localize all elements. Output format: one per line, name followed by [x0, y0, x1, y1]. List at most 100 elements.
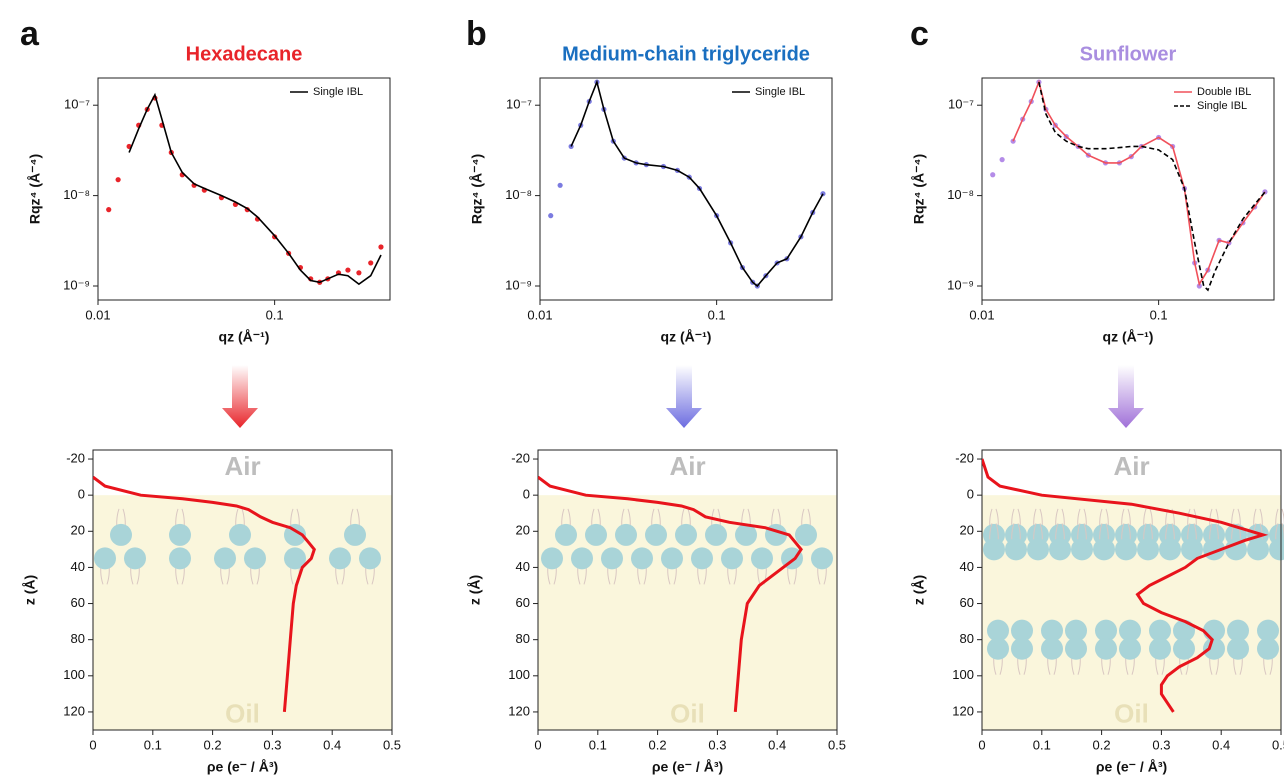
- x-tick-label: 0.1: [1033, 737, 1051, 752]
- x-tick-label: 0.5: [1272, 737, 1284, 752]
- data-point: [345, 267, 351, 273]
- lipid-head: [735, 523, 757, 546]
- x-tick-label: 0: [89, 737, 96, 752]
- lipid-head: [1227, 619, 1249, 642]
- y-tick-label: 0: [523, 487, 530, 502]
- data-point: [378, 244, 384, 250]
- x-tick-label: 0.3: [708, 737, 726, 752]
- y-tick-label: 0: [967, 487, 974, 502]
- lipid-head: [615, 523, 637, 546]
- data-point: [1196, 283, 1202, 289]
- lipid-head: [214, 547, 236, 570]
- y-tick-label: -20: [66, 450, 85, 465]
- data-line: [128, 92, 382, 286]
- y-tick-label: 20: [71, 523, 85, 538]
- y-tick-label: 10⁻⁷: [506, 97, 532, 112]
- x-tick-label: 0.1: [708, 307, 726, 322]
- y-tick-label: 10⁻⁸: [63, 187, 90, 202]
- lipid-head: [601, 547, 623, 570]
- y-tick-label: 80: [71, 631, 85, 646]
- lipid-head: [631, 547, 653, 570]
- arrow: [1108, 365, 1144, 428]
- x-tick-label: 0.1: [144, 737, 162, 752]
- legend-label: Double IBL: [1197, 86, 1251, 98]
- lipid-head: [691, 547, 713, 570]
- data-line: [93, 475, 316, 713]
- y-tick-label: 120: [63, 703, 85, 718]
- lipid-head: [1159, 538, 1181, 561]
- data-line: [570, 79, 824, 288]
- lipid-head: [1181, 538, 1203, 561]
- lipid-head: [1095, 619, 1117, 642]
- data-point: [356, 270, 362, 276]
- x-tick-label: 0.4: [1212, 737, 1230, 752]
- x-axis-label: qz (Å⁻¹): [661, 329, 712, 345]
- y-axis-label: Rqz⁴ (Å⁻⁴): [27, 154, 43, 224]
- y-tick-label: 120: [508, 703, 530, 718]
- panel: 0.01 0.1 10⁻⁹ 10⁻⁸ 10⁻⁷ qz (Å⁻¹) Rqz⁴ (Å⁻⁴) b Me…: [466, 15, 833, 345]
- lipid-head: [1041, 637, 1063, 660]
- y-tick-label: 120: [952, 703, 974, 718]
- plot-frame: [92, 449, 393, 731]
- lipid-head: [284, 547, 306, 570]
- arrow: [666, 365, 702, 428]
- lipid-head: [987, 619, 1009, 642]
- x-axis-label: ρe (e⁻ / Å³): [652, 759, 723, 775]
- data-line: [1012, 79, 1266, 287]
- x-tick-label: 0: [978, 737, 985, 752]
- lipid-head: [1247, 538, 1269, 561]
- chart-title: Sunflower: [1080, 43, 1177, 65]
- y-axis-label: Rqz⁴ (Å⁻⁴): [469, 154, 485, 224]
- x-axis-label: ρe (e⁻ / Å³): [1096, 759, 1167, 775]
- data-point: [999, 157, 1005, 163]
- lipid-head: [675, 523, 697, 546]
- lipid-head: [541, 547, 563, 570]
- y-tick-label: 0: [78, 487, 85, 502]
- lipid-head: [1149, 619, 1171, 642]
- lipid-head: [571, 547, 593, 570]
- x-tick-label: 0.2: [1093, 737, 1111, 752]
- lipid-head: [645, 523, 667, 546]
- y-tick-label: 60: [516, 595, 530, 610]
- panel-letter: c: [910, 15, 929, 53]
- lipid-head: [359, 547, 381, 570]
- x-tick-label: 0.1: [266, 307, 284, 322]
- lipid-head: [1095, 637, 1117, 660]
- legend-label: Single IBL: [1197, 100, 1247, 112]
- lipid-head: [1173, 637, 1195, 660]
- lipid-head: [721, 547, 743, 570]
- y-axis-label: z (Å): [22, 575, 38, 605]
- y-tick-label: 10⁻⁸: [947, 187, 974, 202]
- y-tick-label: 100: [63, 667, 85, 682]
- lipid-head: [229, 523, 251, 546]
- panel-letter: a: [20, 15, 40, 53]
- x-tick-label: 0.1: [589, 737, 607, 752]
- y-tick-label: 10⁻⁹: [947, 277, 974, 292]
- x-axis-label: qz (Å⁻¹): [1103, 329, 1154, 345]
- data-point: [548, 213, 554, 219]
- y-tick-label: 40: [516, 559, 530, 574]
- x-tick-label: 0.5: [383, 737, 401, 752]
- lipid-head: [1203, 637, 1225, 660]
- y-tick-label: 60: [71, 595, 85, 610]
- lipid-head: [169, 547, 191, 570]
- lipid-head: [344, 523, 366, 546]
- y-tick-label: 100: [952, 667, 974, 682]
- lipid-head: [705, 523, 727, 546]
- plot-frame: [97, 77, 391, 301]
- y-tick-label: 40: [71, 559, 85, 574]
- y-tick-label: 10⁻⁹: [505, 277, 532, 292]
- data-point: [990, 172, 996, 178]
- lipid-head: [1227, 637, 1249, 660]
- lipid-head: [94, 547, 116, 570]
- lipid-head: [1269, 538, 1284, 561]
- y-tick-label: 10⁻⁹: [63, 277, 90, 292]
- plot-frame: [537, 449, 838, 731]
- lipid-head: [1115, 538, 1137, 561]
- lipid-head: [1119, 637, 1141, 660]
- panel: 0.01 0.1 10⁻⁹ 10⁻⁸ 10⁻⁷ qz (Å⁻¹) Rqz⁴ (Å⁻⁴) a He…: [20, 15, 391, 345]
- x-tick-label: 0.3: [1152, 737, 1170, 752]
- lipid-head: [1027, 538, 1049, 561]
- y-tick-label: 10⁻⁷: [64, 97, 90, 112]
